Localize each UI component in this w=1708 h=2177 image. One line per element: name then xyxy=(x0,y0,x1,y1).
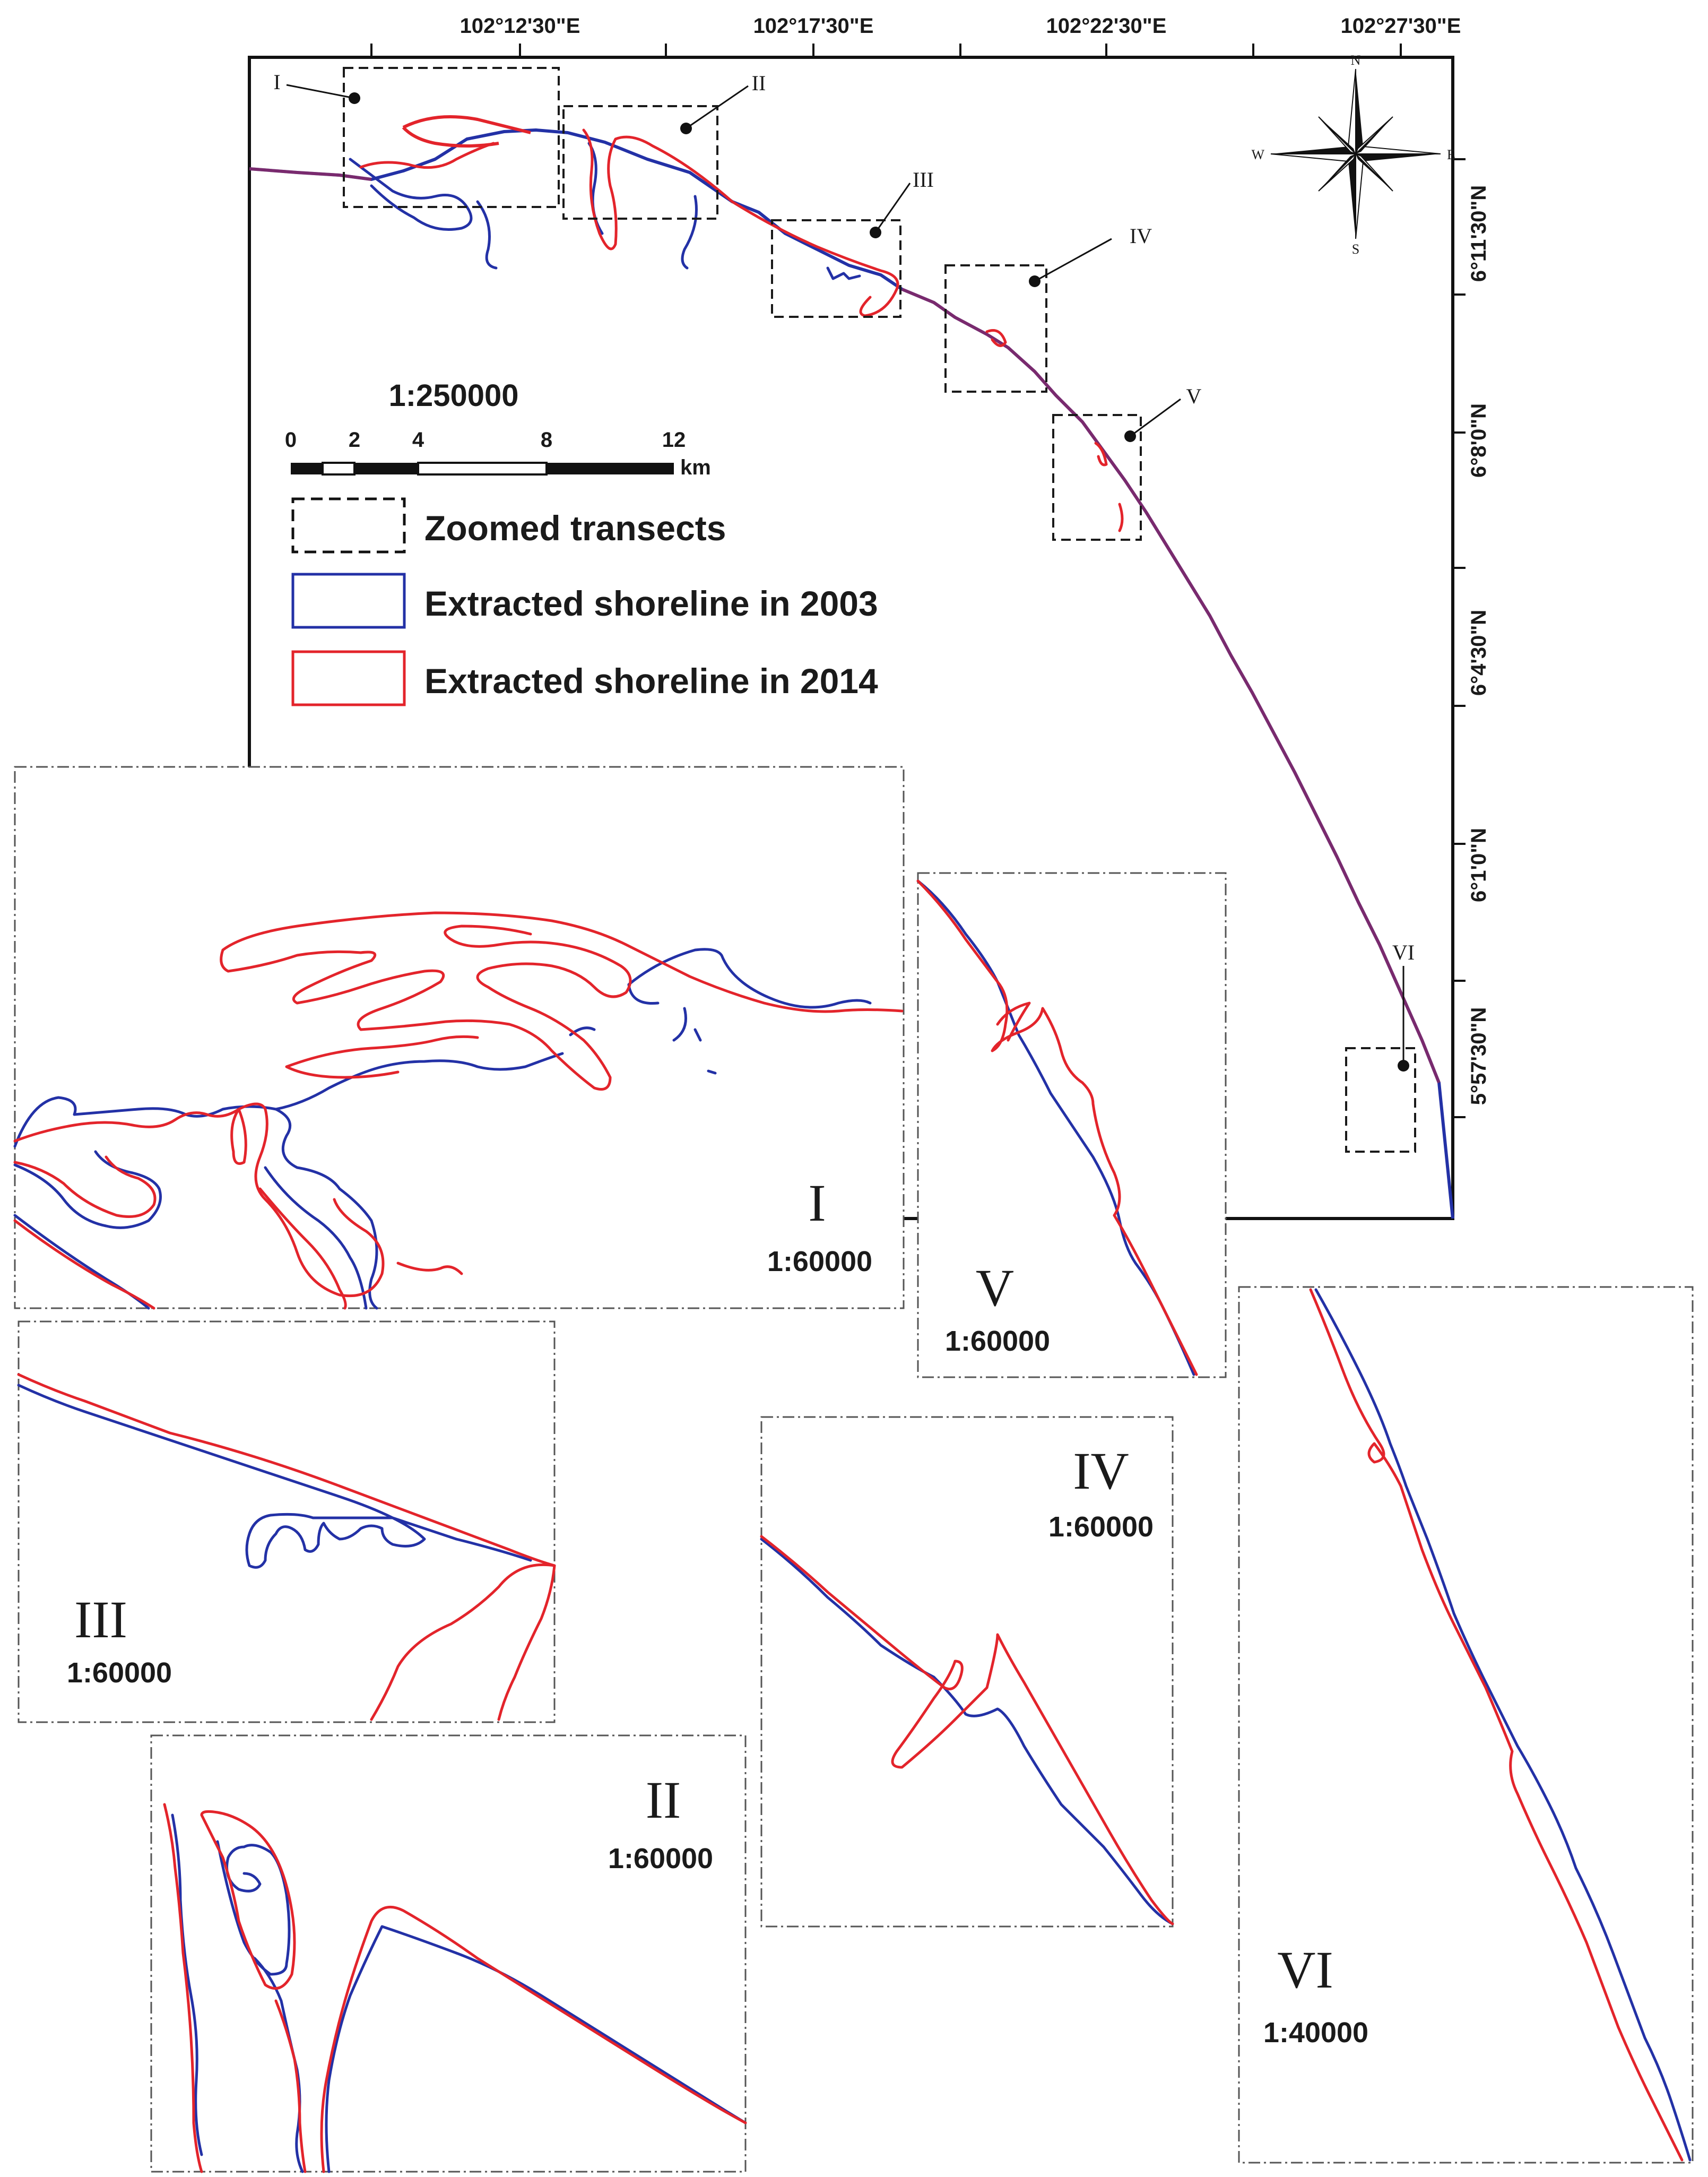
callout-leaders xyxy=(286,84,1404,1066)
lat-label-4: 6°1'0"N xyxy=(1467,828,1490,902)
zoom-box-5 xyxy=(1052,414,1142,541)
zoom-box-1 xyxy=(343,67,560,208)
scale-tick-2: 2 xyxy=(349,428,360,452)
top-ticks xyxy=(370,44,1402,57)
inset-panel-ii: II 1:60000 xyxy=(150,1734,747,2173)
scale-bar: 1:250000 0 2 4 8 12 km xyxy=(285,378,711,479)
scale-tick-0: 0 xyxy=(285,428,297,452)
legend-label-2014: Extracted shoreline in 2014 xyxy=(424,661,878,701)
panel-vi-id: VI xyxy=(1277,1940,1333,1999)
panel-vi-scale: 1:40000 xyxy=(1263,2017,1368,2049)
callout-label-2: II xyxy=(752,71,766,95)
scale-tick-4: 4 xyxy=(412,428,424,452)
callout-label-4: IV xyxy=(1130,224,1152,248)
lat-label-2: 6°8'0"N xyxy=(1467,403,1490,478)
compass-e: E xyxy=(1447,147,1455,162)
inset-panel-i: I 1:60000 xyxy=(13,766,905,1310)
lat-label-1: 6°11'30"N xyxy=(1467,185,1490,282)
shoreline-2014-main xyxy=(249,115,1441,1084)
inset-panel-iv: IV 1:60000 xyxy=(760,1416,1174,1928)
panel-i-id: I xyxy=(808,1173,826,1232)
compass-w: W xyxy=(1251,147,1264,162)
compass-s: S xyxy=(1352,241,1359,257)
scale-unit: km xyxy=(680,456,711,479)
inset-panel-vi: VI 1:40000 xyxy=(1238,1286,1694,2164)
legend-swatch-2014 xyxy=(291,650,406,706)
zoom-box-2 xyxy=(562,105,718,220)
inset-panel-iii: III 1:60000 xyxy=(17,1320,556,1723)
panel-v-id: V xyxy=(976,1258,1014,1317)
panel-iv-scale: 1:60000 xyxy=(1048,1511,1154,1543)
lat-label-3: 6°4'30"N xyxy=(1467,610,1490,696)
panel-v-scale: 1:60000 xyxy=(945,1325,1050,1357)
north-arrow-icon: N S E W xyxy=(1251,53,1455,257)
legend-swatch-zoom xyxy=(291,497,406,554)
zoom-box-3 xyxy=(771,219,901,318)
scale-tick-12: 12 xyxy=(662,428,686,452)
legend-label-zoom: Zoomed transects xyxy=(424,508,726,548)
compass-n: N xyxy=(1351,53,1361,68)
callout-dots xyxy=(349,92,1409,1072)
panel-ii-scale: 1:60000 xyxy=(608,1843,713,1874)
panel-iv-id: IV xyxy=(1073,1441,1129,1500)
zoom-box-4 xyxy=(944,264,1047,393)
lon-label-2: 102°17'30"E xyxy=(753,14,874,38)
panel-i-scale: 1:60000 xyxy=(767,1246,872,1277)
callout-label-3: III xyxy=(913,168,934,192)
lon-label-3: 102°22'30"E xyxy=(1046,14,1167,38)
legend-swatch-2003 xyxy=(291,573,406,629)
lon-label-4: 102°27'30"E xyxy=(1341,14,1461,38)
right-ticks xyxy=(1453,158,1466,1118)
panel-iii-scale: 1:60000 xyxy=(67,1657,172,1689)
lon-label-1: 102°12'30"E xyxy=(460,14,580,38)
scale-tick-8: 8 xyxy=(541,428,552,452)
lat-label-5: 5°57'30"N xyxy=(1467,1007,1490,1105)
scale-ratio: 1:250000 xyxy=(388,378,518,413)
zoom-box-6 xyxy=(1345,1047,1416,1153)
callout-label-6: VI xyxy=(1392,940,1415,964)
callout-label-5: V xyxy=(1186,384,1202,408)
panel-ii-id: II xyxy=(646,1770,681,1829)
legend: Zoomed transects Extracted shoreline in … xyxy=(291,497,878,706)
legend-label-2003: Extracted shoreline in 2003 xyxy=(424,584,878,623)
inset-panel-v: V 1:60000 xyxy=(916,872,1227,1378)
panel-iii-id: III xyxy=(74,1590,127,1649)
callout-label-1: I xyxy=(273,70,280,94)
